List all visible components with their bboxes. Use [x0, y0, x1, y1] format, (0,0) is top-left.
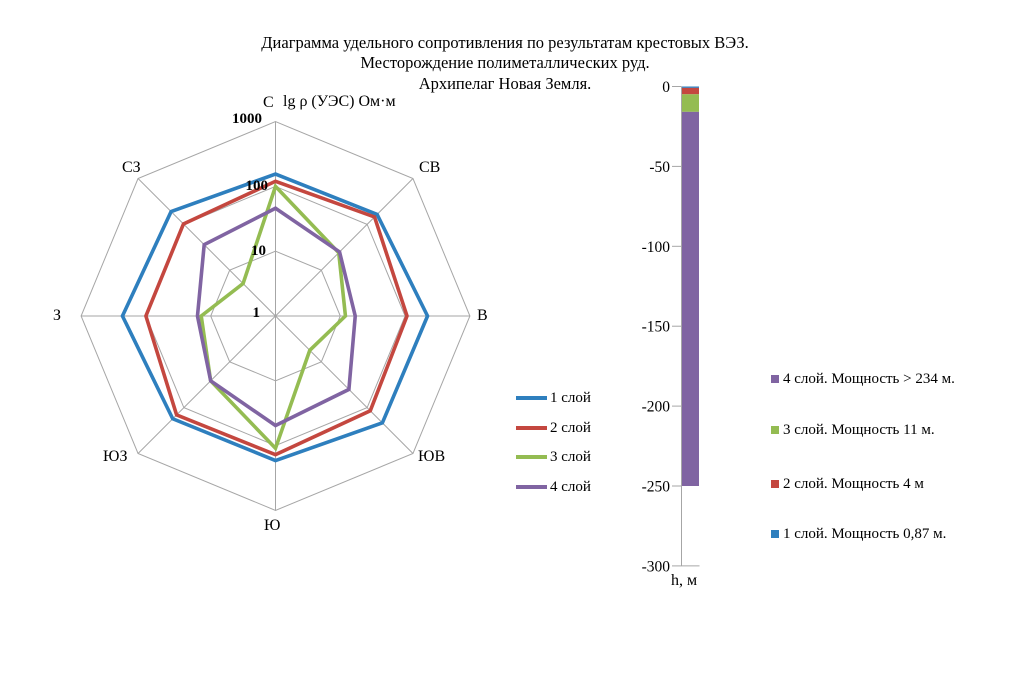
- depth-axis-tick-label: 0: [662, 79, 670, 96]
- ring-label-1000: 1000: [232, 111, 262, 127]
- radar-legend-item-2: 2 слой: [516, 418, 591, 438]
- layer-1-legend-label: 1 слой. Мощность 0,87 м.: [783, 525, 947, 542]
- bar-legend-item-layer3: 3 слой. Мощность 11 м.: [771, 420, 935, 440]
- radar-series-4: [195, 206, 358, 428]
- radar-grid-ring: [80, 121, 471, 511]
- chart-title-line2: Месторождение полиметаллических руд.: [360, 53, 650, 73]
- bar-layer-2: [682, 87, 699, 95]
- chart-title: Диаграмма удельного сопротивления по рез…: [230, 33, 780, 94]
- radar-grid-spoke: [137, 178, 276, 317]
- bar-legend-item-layer4: 4 слой. Мощность > 234 м.: [771, 369, 955, 389]
- series-3-label: 3 слой: [550, 448, 591, 465]
- layer-1-square-swatch: [771, 530, 779, 538]
- radar-legend-item-3: 3 слой: [516, 447, 591, 467]
- direction-label-n: С: [263, 94, 274, 111]
- radar-grid-spoke: [137, 315, 276, 454]
- depth-axis-tick-label: -150: [642, 319, 671, 336]
- bar-layer-3: [682, 94, 699, 112]
- layer-4-legend-label: 4 слой. Мощность > 234 м.: [783, 370, 955, 387]
- direction-label-s: Ю: [264, 517, 281, 534]
- ring-label-1: 1: [252, 305, 261, 321]
- bar-layer-1: [682, 86, 699, 88]
- series-2-label: 2 слой: [550, 419, 591, 436]
- chart-title-line1: Диаграмма удельного сопротивления по рез…: [261, 33, 749, 52]
- direction-label-nw: СЗ: [122, 159, 141, 176]
- radar-series-2: [143, 179, 409, 457]
- series-1-line-swatch: [516, 396, 547, 400]
- depth-axis-tick-label: -300: [642, 558, 671, 575]
- ring-label-100: 100: [245, 178, 269, 194]
- bar-legend-item-layer1: 1 слой. Мощность 0,87 м.: [771, 524, 946, 544]
- direction-label-se: ЮВ: [418, 448, 446, 465]
- chart-title-line3: Архипелаг Новая Земля.: [418, 73, 592, 93]
- layer-3-legend-label: 3 слой. Мощность 11 м.: [783, 421, 935, 438]
- direction-label-w: З: [53, 307, 62, 324]
- depth-axis-tick-label: -50: [649, 159, 670, 176]
- layer-2-legend-label: 2 слой. Мощность 4 м: [783, 475, 924, 492]
- bar-legend-item-layer2: 2 слой. Мощность 4 м: [771, 474, 924, 494]
- layer-3-square-swatch: [771, 426, 779, 434]
- radar-legend-item-4: 4 слой: [516, 477, 591, 497]
- series-1-label: 1 слой: [550, 389, 591, 406]
- radar-grid-ring: [210, 250, 341, 382]
- direction-label-ne: СВ: [419, 159, 441, 176]
- radar-grid-spoke: [275, 315, 414, 454]
- direction-label-sw: ЮЗ: [103, 448, 128, 465]
- series-3-line-swatch: [516, 455, 547, 459]
- ring-label-10: 10: [251, 243, 266, 259]
- radar-axis-title: lg ρ (УЭС) Ом·м: [283, 93, 396, 110]
- layer-2-square-swatch: [771, 480, 779, 488]
- series-2-line-swatch: [516, 426, 547, 430]
- radar-series-3: [199, 182, 348, 452]
- radar-grid-spoke: [275, 178, 414, 317]
- depth-axis-tick-label: -200: [642, 399, 671, 416]
- series-4-label: 4 слой: [550, 478, 591, 495]
- radar-legend-item-1: 1 слой: [516, 388, 591, 408]
- depth-axis-tick-label: -100: [642, 239, 671, 256]
- bar-layer-4: [682, 111, 699, 486]
- depth-axis-label: h, м: [670, 572, 698, 589]
- series-4-line-swatch: [516, 485, 547, 489]
- depth-axis-tick-label: -250: [642, 479, 671, 496]
- direction-label-e: В: [477, 307, 488, 324]
- layer-4-square-swatch: [771, 375, 779, 383]
- radar-series-1: [120, 172, 430, 463]
